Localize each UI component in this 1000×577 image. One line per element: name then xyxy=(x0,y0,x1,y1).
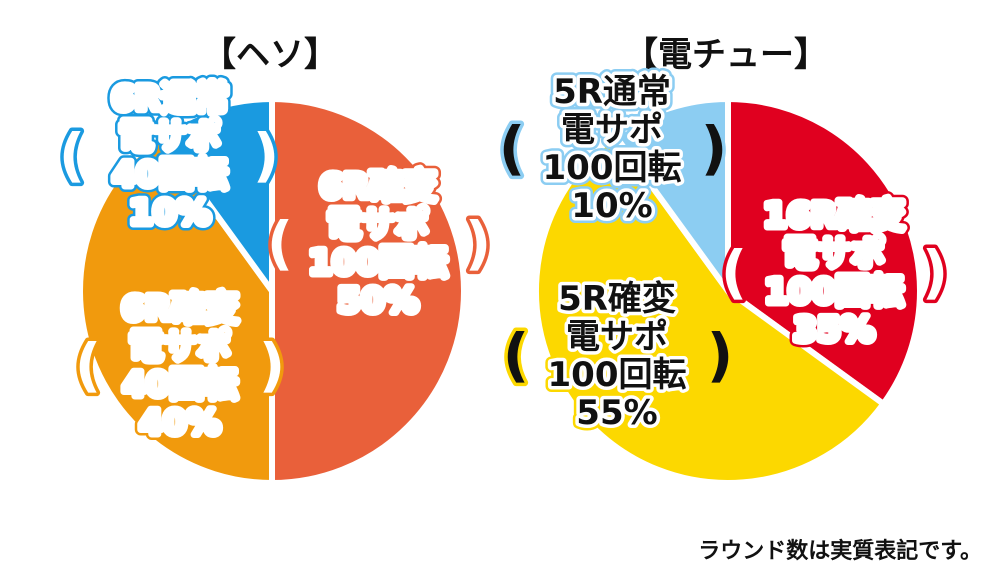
pie-slice-label-line: 電サポ xyxy=(566,317,668,357)
pie-slice-heso-1 xyxy=(77,131,275,487)
pie-slice-label-line: 電サポ xyxy=(566,317,668,357)
pie-slice-label-denchu-1: 5R確変電サポ 100回転 55% xyxy=(548,279,687,433)
left-paren-icon: ( xyxy=(721,238,748,306)
pie-slice-label-line: 6R確変 xyxy=(319,167,437,207)
pie-slice-denchu-2 xyxy=(610,95,731,301)
pie-slice-label-denchu-2: 5R通常電サポ 100回転 10% xyxy=(543,72,682,226)
left-paren-icon: ( xyxy=(503,321,530,389)
pie-slice-label-line: 6R確変 xyxy=(121,289,239,329)
pie-slice-label-line: 10% xyxy=(571,186,652,226)
pie-slice-label-line: 35% xyxy=(793,310,874,350)
right-paren-icon: ) xyxy=(701,114,728,182)
pie-slice-label-line: 40回転 xyxy=(122,365,237,405)
pie-slice-label-line: 100回転 xyxy=(548,355,687,395)
pie-slice-denchu-0 xyxy=(725,95,923,409)
pie-slice-label-line: 100回転 xyxy=(309,243,448,283)
pie-slice-label-outline-denchu-0: 16R確変電サポ 100回転 35% xyxy=(763,196,905,350)
pie-slice-label-outline-denchu-2: 5R通常電サポ 100回転 10% xyxy=(543,72,682,226)
pie-slice-label-line: 40回転 xyxy=(122,365,237,405)
pie-slice-label-line: 35% xyxy=(793,310,874,350)
pie-slice-label-line: 55% xyxy=(576,393,657,433)
pie-slice-label-line: 10% xyxy=(571,186,652,226)
pie-slice-label-line: 40% xyxy=(139,403,220,443)
pie-slice-heso-0 xyxy=(269,95,467,487)
chart-title-denchu: 【電チュー】 xyxy=(624,35,828,75)
pie-slice-label-line: 10% xyxy=(129,193,210,233)
pie-slice-label-line: 5R確変 xyxy=(558,279,676,319)
pie-slice-label-outline-heso-1: 6R確変電サポ 40回転 40% xyxy=(121,289,239,443)
pie-slice-label-line: 電サポ xyxy=(327,205,429,245)
pie-slice-label-outline-heso-2: 6R通常電サポ 40回転 10% xyxy=(111,79,229,233)
pie-slice-label-line: 6R確変 xyxy=(121,289,239,329)
pie-slices-heso xyxy=(77,95,467,487)
pie-slice-label-line: 10% xyxy=(129,193,210,233)
pie-slice-label-line: 電サポ xyxy=(129,327,231,367)
pie-slices-denchu xyxy=(532,95,923,487)
pie-slice-label-line: 50% xyxy=(337,281,418,321)
pie-slice-label-line: 16R確変 xyxy=(763,196,905,236)
pie-slice-label-line: 電サポ xyxy=(129,327,231,367)
pie-slice-label-line: 6R通常 xyxy=(111,79,229,119)
pie-slice-label-line: 40% xyxy=(139,403,220,443)
pie-slice-label-line: 電サポ xyxy=(561,110,663,150)
pie-slice-label-line: 100回転 xyxy=(543,148,682,188)
right-paren-icon: ) xyxy=(707,321,734,389)
pie-slice-heso-2 xyxy=(154,95,275,301)
pie-slice-label-line: 40回転 xyxy=(112,155,227,195)
pie-slice-label-outline-denchu-1: 5R確変電サポ 100回転 55% xyxy=(548,279,687,433)
pie-slice-label-line: 100回転 xyxy=(309,243,448,283)
pie-slice-label-line: 電サポ xyxy=(119,117,221,157)
pie-slice-label-heso-2: 6R通常電サポ 40回転 10% xyxy=(111,79,229,233)
right-paren-icon: ) xyxy=(922,238,949,306)
pie-chart-denchu: 【電チュー】 16R確変電サポ 100回転 35%16R確変電サポ 100回転 35%(… xyxy=(495,35,952,487)
pie-slice-label-line: 50% xyxy=(337,281,418,321)
pie-slice-label-outline-heso-0: 6R確変電サポ 100回転 50% xyxy=(309,167,448,321)
pie-slice-label-line: 電サポ xyxy=(783,234,885,274)
pie-slice-label-denchu-0: 16R確変電サポ 100回転 35% xyxy=(763,196,905,350)
pie-slice-label-heso-0: 6R確変電サポ 100回転 50% xyxy=(309,167,448,321)
pie-slice-label-line: 6R通常 xyxy=(111,79,229,119)
pie-slice-label-line: 100回転 xyxy=(543,148,682,188)
pie-slice-denchu-1 xyxy=(532,131,888,487)
pie-slice-label-line: 電サポ xyxy=(561,110,663,150)
pie-slice-label-line: 電サポ xyxy=(783,234,885,274)
pie-slice-label-line: 55% xyxy=(576,393,657,433)
chart-title-heso: 【ヘソ】 xyxy=(202,35,338,75)
pie-labels-denchu: 16R確変電サポ 100回転 35%16R確変電サポ 100回転 35%()5R確変電サ… xyxy=(495,66,952,439)
pie-slice-label-line: 電サポ xyxy=(119,117,221,157)
pie-chart-heso: 【ヘソ】 6R確変電サポ 100回転 50%6R確変電サポ 100回転 50%()6R確… xyxy=(55,35,495,487)
left-paren-icon: ( xyxy=(499,114,526,182)
pie-labels-heso: 6R確変電サポ 100回転 50%6R確変電サポ 100回転 50%()6R確変電サポ 4… xyxy=(55,73,495,449)
right-paren-icon: ) xyxy=(465,209,492,277)
pie-slice-label-line: 5R通常 xyxy=(553,72,671,112)
pie-slice-label-heso-1: 6R確変電サポ 40回転 40% xyxy=(121,289,239,443)
pie-slice-label-line: 100回転 xyxy=(765,272,904,312)
pie-slice-label-line: 16R確変 xyxy=(763,196,905,236)
pie-slice-label-line: 電サポ xyxy=(327,205,429,245)
left-paren-icon: ( xyxy=(267,209,294,277)
footnote: ラウンド数は実質表記です。 xyxy=(698,538,982,564)
pie-slice-label-line: 100回転 xyxy=(765,272,904,312)
pie-slice-label-line: 5R確変 xyxy=(558,279,676,319)
pie-slice-label-line: 6R確変 xyxy=(319,167,437,207)
left-paren-icon: ( xyxy=(75,331,102,399)
right-paren-icon: ) xyxy=(253,121,280,189)
left-paren-icon: ( xyxy=(59,121,86,189)
right-paren-icon: ) xyxy=(259,331,286,399)
pie-slice-label-line: 5R通常 xyxy=(553,72,671,112)
pie-slice-label-line: 40回転 xyxy=(112,155,227,195)
pie-slice-label-line: 100回転 xyxy=(548,355,687,395)
